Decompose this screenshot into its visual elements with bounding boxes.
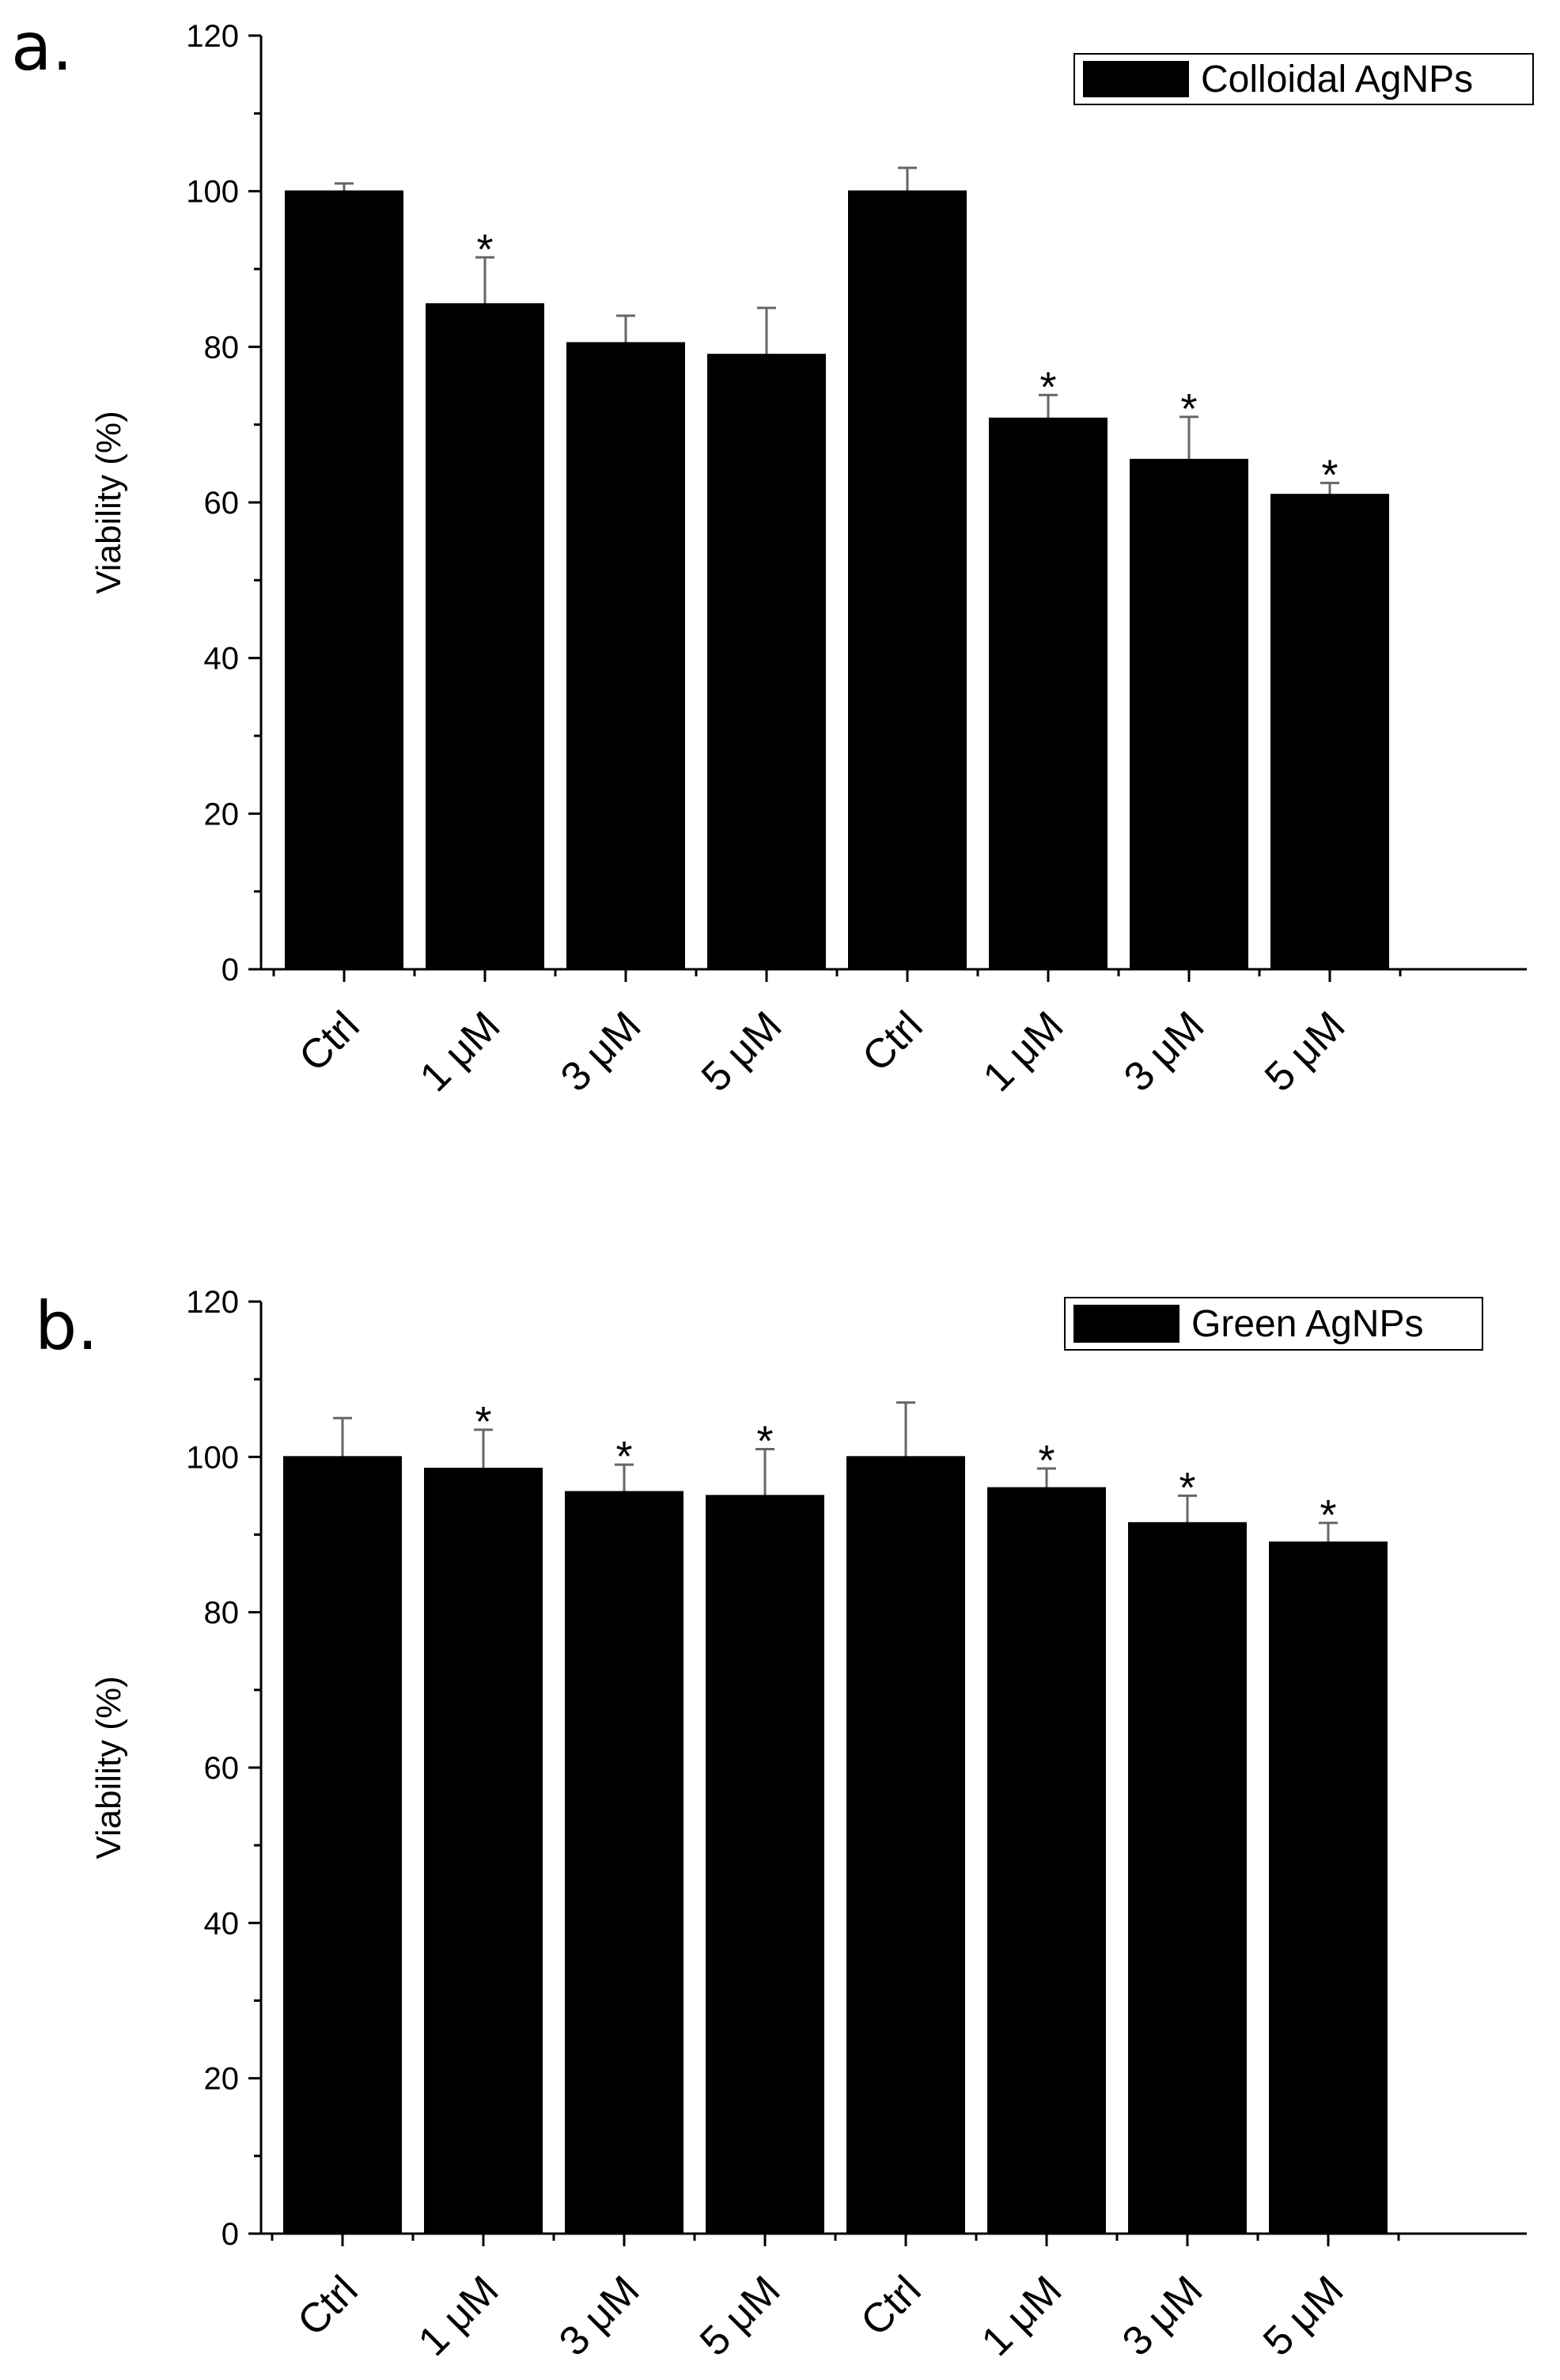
y-tick-label: 120 [186,19,239,54]
x-category-label: 5 μM [1255,2267,1353,2365]
y-tick-label: 20 [204,2062,240,2097]
bar [706,1495,824,2234]
y-tick-label: 60 [204,486,240,521]
bar [1128,1522,1247,2234]
y-tick-label: 100 [186,1440,239,1475]
bar [565,1491,683,2234]
bar [424,1468,543,2234]
x-category-label: 3 μM [551,2267,649,2365]
x-category-label: 3 μM [552,1002,650,1101]
x-category-label: 5 μM [691,2267,789,2365]
legend-label: Green AgNPs [1191,1303,1423,1345]
y-tick-label: 20 [204,797,240,832]
significance-marker: * [475,1398,491,1446]
significance-marker: * [476,225,493,273]
legend-label: Colloidal AgNPs [1201,59,1473,100]
y-tick-label: 60 [204,1751,240,1786]
x-category-label: 3 μM [1114,2267,1212,2365]
bar [283,1456,402,2235]
chart-panel-b: b. 0 20 40 60 80 100 120 Viability (%) Ctrl 1 μM * 3… [35,1285,1527,2365]
legend-swatch [1073,1305,1179,1343]
significance-marker: * [1180,385,1197,433]
y-tick-label: 0 [222,2217,239,2252]
significance-marker: * [1321,451,1338,498]
bar [285,190,403,970]
legend-swatch [1083,61,1189,97]
significance-marker: * [1179,1464,1195,1511]
significance-marker: * [1039,363,1056,411]
bar [707,354,826,970]
panel-letter: b. [35,1287,98,1365]
x-category-label: Ctrl [290,1002,368,1080]
x-category-label: 3 μM [1115,1002,1214,1101]
bar [566,342,685,970]
significance-marker: * [1038,1437,1055,1484]
x-category-label: Ctrl [289,2267,366,2344]
significance-marker: * [1320,1491,1336,1539]
panel-letter: a. [11,8,73,85]
bar [987,1487,1106,2234]
y-tick-label: 80 [204,330,240,365]
x-category-label: Ctrl [854,1002,931,1080]
significance-marker: * [756,1418,773,1465]
x-category-label: 1 μM [410,2267,508,2365]
x-category-label: 1 μM [975,1002,1073,1101]
chart-panel-a: a. 0 20 40 60 80 100 120 Viability (%) Ctrl 1 μM * 3… [11,8,1534,1101]
bar [426,303,544,970]
x-category-label: Ctrl [852,2267,930,2344]
x-category-label: 1 μM [973,2267,1071,2365]
x-category-label: 5 μM [693,1002,791,1101]
y-tick-label: 40 [204,1906,240,1941]
y-axis-label: Viability (%) [89,1676,128,1859]
y-axis-label: Viability (%) [89,411,128,593]
bar [846,1456,965,2235]
bar [848,190,967,970]
significance-marker: * [615,1433,632,1480]
bar [1270,494,1389,970]
y-tick-label: 80 [204,1596,240,1631]
y-tick-label: 100 [186,175,239,210]
bar [989,417,1108,970]
bar [1130,458,1248,970]
x-category-label: 1 μM [411,1002,509,1101]
y-tick-label: 40 [204,642,240,676]
y-tick-label: 0 [222,953,239,987]
x-category-label: 5 μM [1256,1002,1354,1101]
y-tick-label: 120 [186,1285,239,1320]
bar [1269,1541,1388,2234]
